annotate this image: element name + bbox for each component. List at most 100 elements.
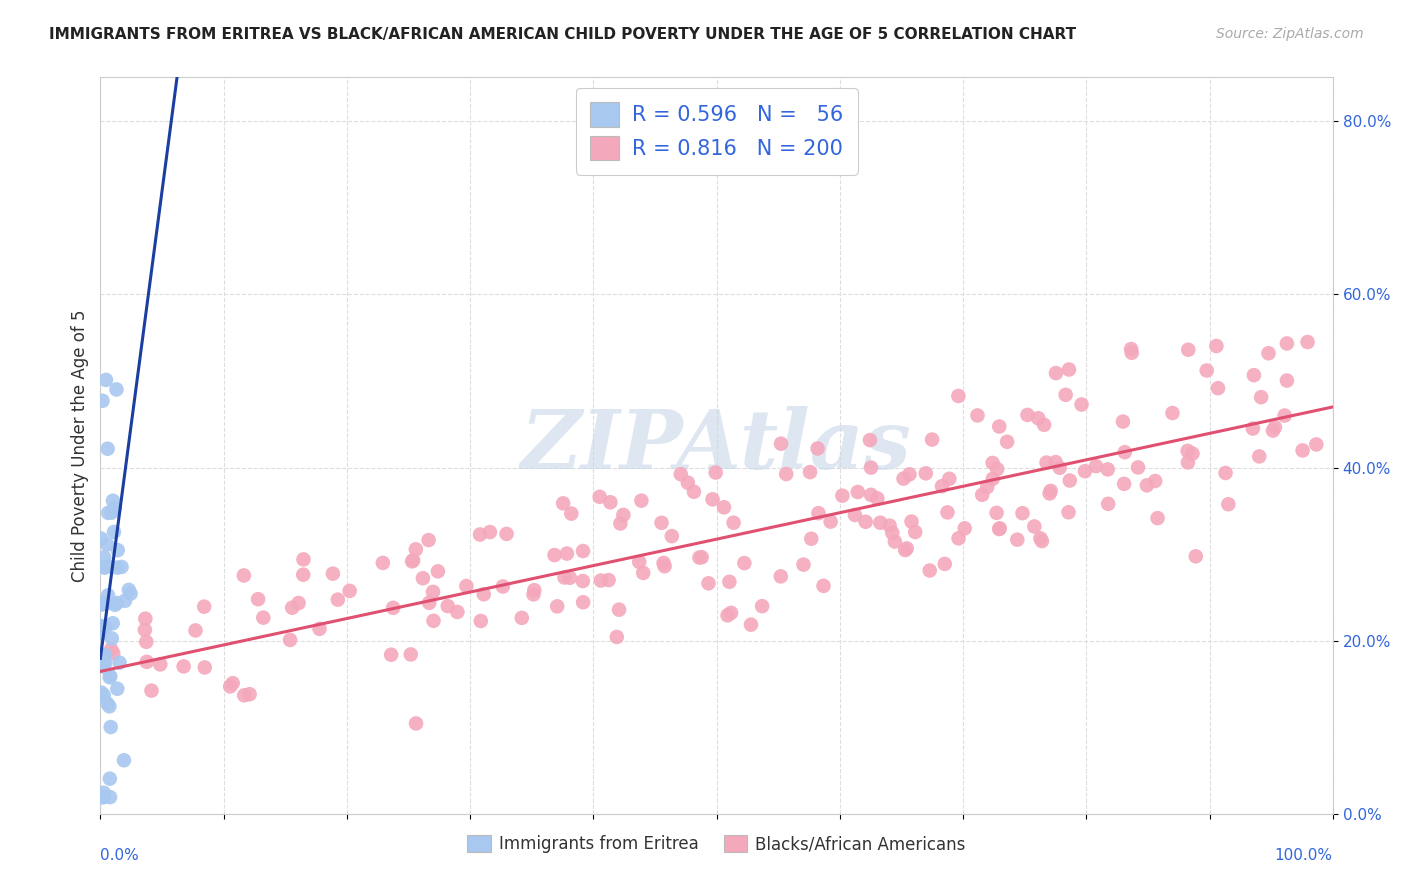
Point — [105, 560, 128, 574]
Point — [468, 527, 491, 541]
Point — [472, 587, 495, 601]
Point — [98, 669, 121, 683]
Point — [1121, 346, 1143, 360]
Point — [855, 515, 877, 529]
Point — [1177, 455, 1199, 469]
Point — [572, 574, 595, 588]
Point — [1275, 336, 1298, 351]
Point — [1112, 415, 1135, 429]
Point — [1059, 474, 1081, 488]
Point — [543, 548, 565, 562]
Point — [859, 433, 882, 447]
Text: 100.0%: 100.0% — [1275, 847, 1333, 863]
Point — [1033, 417, 1056, 432]
Point — [247, 592, 270, 607]
Point — [1039, 483, 1062, 498]
Point — [278, 632, 301, 647]
Point — [572, 595, 595, 609]
Point — [90, 685, 112, 699]
Point — [108, 656, 131, 670]
Point — [866, 491, 889, 506]
Point — [135, 655, 157, 669]
Point — [860, 488, 883, 502]
Point — [553, 496, 575, 510]
Point — [418, 533, 440, 547]
Point — [631, 566, 654, 580]
Point — [281, 600, 304, 615]
Point — [1011, 506, 1033, 520]
Point — [103, 501, 125, 516]
Point — [422, 585, 444, 599]
Point — [522, 587, 544, 601]
Point — [436, 599, 458, 614]
Point — [93, 790, 115, 805]
Point — [718, 574, 741, 589]
Point — [683, 484, 706, 499]
Point — [91, 596, 114, 610]
Point — [412, 571, 434, 585]
Point — [1114, 445, 1136, 459]
Point — [426, 565, 449, 579]
Point — [733, 556, 755, 570]
Point — [690, 550, 713, 565]
Point — [869, 516, 891, 530]
Point — [921, 433, 943, 447]
Point — [523, 583, 546, 598]
Point — [510, 611, 533, 625]
Point — [934, 557, 956, 571]
Point — [105, 383, 128, 397]
Point — [405, 716, 427, 731]
Point — [93, 688, 115, 702]
Point — [953, 521, 976, 535]
Point — [1218, 497, 1240, 511]
Point — [94, 596, 117, 610]
Point — [1161, 406, 1184, 420]
Point — [292, 567, 315, 582]
Point — [135, 635, 157, 649]
Point — [896, 541, 918, 556]
Point — [986, 506, 1008, 520]
Point — [1275, 374, 1298, 388]
Point — [883, 534, 905, 549]
Point — [94, 648, 117, 662]
Point — [446, 605, 468, 619]
Point — [222, 676, 245, 690]
Point — [988, 419, 1011, 434]
Point — [1146, 511, 1168, 525]
Point — [904, 524, 927, 539]
Point — [607, 602, 630, 616]
Point — [1057, 505, 1080, 519]
Point — [232, 568, 254, 582]
Point — [120, 587, 142, 601]
Point — [134, 612, 156, 626]
Point — [807, 442, 830, 456]
Point — [589, 574, 612, 588]
Point — [606, 630, 628, 644]
Point — [93, 786, 115, 800]
Point — [972, 488, 994, 502]
Point — [572, 544, 595, 558]
Point — [93, 660, 115, 674]
Point — [1181, 446, 1204, 460]
Point — [149, 657, 172, 672]
Point — [813, 579, 835, 593]
Point — [723, 516, 745, 530]
Point — [478, 524, 501, 539]
Point — [96, 537, 118, 551]
Text: Source: ZipAtlas.com: Source: ZipAtlas.com — [1216, 27, 1364, 41]
Point — [219, 679, 242, 693]
Point — [93, 550, 115, 565]
Point — [628, 555, 651, 569]
Point — [91, 393, 114, 408]
Point — [560, 507, 582, 521]
Point — [702, 492, 724, 507]
Point — [1097, 462, 1119, 476]
Point — [93, 561, 115, 575]
Point — [90, 598, 112, 612]
Point — [918, 564, 941, 578]
Point — [107, 543, 129, 558]
Point — [1049, 460, 1071, 475]
Point — [118, 582, 141, 597]
Point — [287, 596, 309, 610]
Point — [98, 790, 121, 805]
